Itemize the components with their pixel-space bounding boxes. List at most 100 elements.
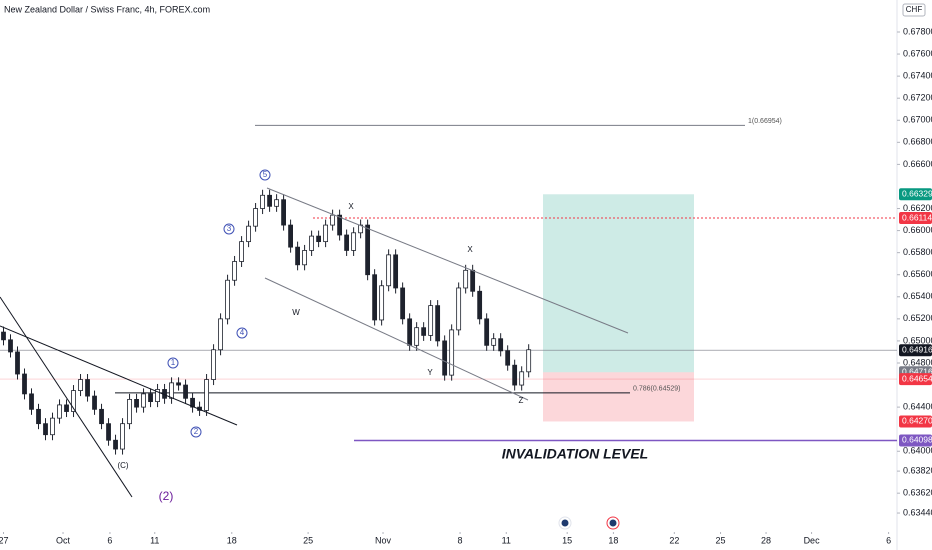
candle-body <box>519 371 525 386</box>
stop-zone <box>543 372 694 422</box>
event-icon[interactable] <box>561 519 569 527</box>
candle-body <box>92 395 97 410</box>
wave-circle <box>236 327 248 339</box>
wave-circle <box>190 426 202 438</box>
currency: CHF <box>906 5 923 14</box>
candle-body <box>386 254 392 287</box>
candle-body <box>141 393 146 408</box>
wave-label: 4 <box>240 328 245 337</box>
candle-body <box>414 327 420 346</box>
candle-body <box>246 225 251 243</box>
candle-body <box>232 261 237 281</box>
price-badge <box>899 188 932 201</box>
candle-body <box>505 350 511 366</box>
candle-body <box>372 274 378 321</box>
x-tick-label: 6 <box>107 535 112 545</box>
candle-body <box>477 290 483 320</box>
candle-body <box>288 224 293 248</box>
x-tick-label: 22 <box>669 535 679 545</box>
candle-body <box>1 331 6 341</box>
price-badge-label: 0.66114 <box>902 212 932 222</box>
wave-label: 3 <box>227 224 232 233</box>
wave-label: X <box>467 245 473 254</box>
wave-circle <box>259 169 271 181</box>
price-badge <box>899 434 932 447</box>
candle-body <box>463 269 469 289</box>
x-tick-label: 8 <box>458 535 463 545</box>
candle-body <box>435 305 441 342</box>
candle-body <box>15 351 20 375</box>
wave-label: X <box>348 202 354 211</box>
price-badge <box>899 212 932 225</box>
candle-body <box>183 384 188 399</box>
x-tick-label: 27 <box>0 535 9 545</box>
overlays: 5 3 4 1 2 (C) (2) X W X Y Z INVALIDATION… <box>0 169 648 530</box>
wave-label: 2 <box>194 427 199 436</box>
price-badge <box>899 344 932 357</box>
candle-body <box>204 379 209 411</box>
candle-body <box>323 224 329 243</box>
candles <box>1 189 532 455</box>
x-tick-label: 28 <box>761 535 771 545</box>
channel-line <box>0 296 133 498</box>
candle-body <box>484 318 490 346</box>
candle-body <box>148 393 153 403</box>
candle-body <box>225 279 230 320</box>
candle-body <box>407 318 413 346</box>
x-tick-label: 11 <box>150 535 159 545</box>
candle-body <box>526 349 532 373</box>
candle-body <box>428 305 434 336</box>
candle-body <box>309 235 315 251</box>
wave-label: W <box>292 308 300 317</box>
candle-body <box>302 250 308 266</box>
currency-box[interactable] <box>902 3 926 17</box>
candle-body <box>365 224 371 276</box>
y-tick-label: 0.63440 <box>903 507 932 517</box>
candle-body <box>253 208 258 227</box>
candle-body <box>43 423 48 436</box>
x-tick-label: 15 <box>562 535 572 545</box>
candle-body <box>127 398 132 425</box>
candle-body <box>400 287 406 320</box>
channel-line <box>266 187 629 334</box>
x-tick-label: 18 <box>227 535 237 545</box>
candle-body <box>99 408 104 425</box>
candle-body <box>50 417 55 436</box>
candle-body <box>344 234 350 251</box>
candle-body <box>351 232 357 251</box>
price-badge-label: 0.64916 <box>902 344 932 354</box>
candle-body <box>316 235 322 243</box>
event-icon[interactable] <box>609 519 617 527</box>
x-tick-label: Nov <box>375 535 392 545</box>
candle-body <box>176 382 181 386</box>
price-badge-label: 0.64098 <box>902 435 932 445</box>
x-tick-label: 6 <box>886 535 891 545</box>
candle-body <box>78 379 83 391</box>
candle-body <box>64 404 69 412</box>
candle-body <box>106 423 111 441</box>
target-zone <box>543 194 694 373</box>
candle-body <box>211 349 216 380</box>
candle-body <box>71 390 76 412</box>
drawings: 1(0.66954) 0.786(0.64529) <box>0 118 897 442</box>
candle-body <box>169 382 174 399</box>
candle-body <box>22 373 27 395</box>
invalidation-label: INVALIDATION LEVEL <box>502 446 648 462</box>
candle-body <box>449 329 455 376</box>
candle-body <box>491 338 497 346</box>
candle-body <box>190 397 195 408</box>
candle-body <box>155 389 160 403</box>
price-badge-label: 0.64270 <box>902 416 932 426</box>
wave-label: Y <box>427 368 433 377</box>
candle-body <box>267 194 272 207</box>
